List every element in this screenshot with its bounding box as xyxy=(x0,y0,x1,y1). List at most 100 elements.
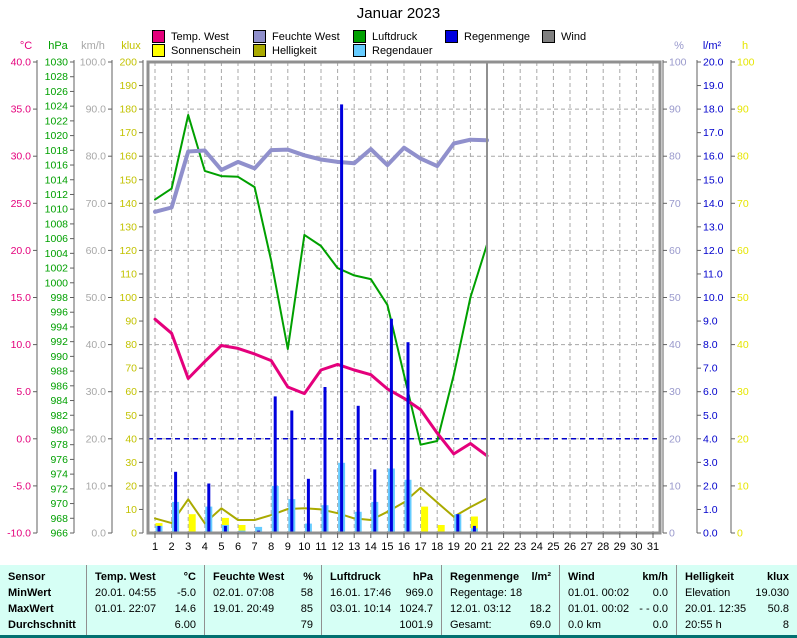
cell-value: 8 xyxy=(782,619,789,631)
axis-tick-label-brightness: 150 xyxy=(119,174,137,186)
legend-item: Wind xyxy=(542,30,586,43)
day-tick-label: 10 xyxy=(298,541,310,553)
table-column-wind: Wind km/h 01.01. 00:02 0.0 01.01. 00:02 - - 0… xyxy=(560,565,677,635)
axis-tick-label-pressure: 974 xyxy=(50,469,68,481)
series-bar-regenmenge xyxy=(157,525,161,533)
series-bar-regenmenge xyxy=(223,525,227,533)
cell-value: 969.0 xyxy=(405,587,433,599)
day-tick-label: 28 xyxy=(597,541,609,553)
axis-tick-label-wind: 50.0 xyxy=(86,292,107,304)
axis-tick-label-pressure: 1030 xyxy=(45,57,69,69)
axis-tick-label-rain: 18.0 xyxy=(703,104,724,116)
cell-timestamp: 0.0 km xyxy=(568,619,602,631)
axis-tick-label-pressure: 998 xyxy=(50,292,68,304)
day-tick-label: 29 xyxy=(614,541,626,553)
axis-tick-label-rain: 6.0 xyxy=(703,386,718,398)
axis-tick-label-humidity: 0 xyxy=(669,528,675,540)
axis-tick-label-brightness: 200 xyxy=(119,57,137,69)
axis-tick-label-brightness: 30 xyxy=(125,457,137,469)
day-tick-label: 26 xyxy=(564,541,576,553)
table-column-header: Luftdruck hPa xyxy=(330,569,433,585)
axis-tick-label-brightness: 70 xyxy=(125,363,137,375)
table-column-header: Regenmenge l/m² xyxy=(450,569,551,585)
cell-timestamp: Elevation xyxy=(685,587,731,599)
cell-value: 85 xyxy=(300,603,313,615)
cell-timestamp: 16.01. 17:46 xyxy=(330,587,392,599)
axis-tick-label-brightness: 100 xyxy=(119,292,137,304)
axis-tick-label-pressure: 966 xyxy=(50,528,68,540)
axis-tick-label-pressure: 1012 xyxy=(45,189,69,201)
table-row: 02.01. 07:08 58 xyxy=(213,585,313,601)
axis-tick-label-rain: 2.0 xyxy=(703,480,718,492)
cell-timestamp: 03.01. 10:14 xyxy=(330,603,392,615)
legend-swatch-helligkeit xyxy=(253,44,266,57)
legend-label: Wind xyxy=(561,30,587,43)
table-row: 03.01. 10:14 1024.7 xyxy=(330,601,433,617)
sensor-stats-table: Sensor MinWert MaxWert Durchschnitt Temp. We… xyxy=(0,565,797,638)
axis-tick-label-rain: 9.0 xyxy=(703,316,718,328)
series-bar-regenmenge xyxy=(373,469,377,533)
axis-tick-label-pressure: 982 xyxy=(50,410,68,422)
series-bar-regenmenge xyxy=(323,387,327,533)
axis-tick-label-rain: 17.0 xyxy=(703,127,724,139)
column-title: Luftdruck xyxy=(330,571,381,583)
cell-timestamp: Regentage: 18 xyxy=(450,587,523,599)
axis-tick-label-pressure: 1000 xyxy=(45,277,69,289)
series-bar-sonnenschein xyxy=(437,525,445,533)
day-tick-label: 13 xyxy=(348,541,360,553)
table-column-temp-west: Temp. West °C 20.01. 04:55 -5.0 01.01. 22:07… xyxy=(87,565,205,635)
axis-tick-label-brightness: 10 xyxy=(125,504,137,516)
axis-unit-label-pressure: hPa xyxy=(48,40,68,52)
axis-tick-label-rain: 15.0 xyxy=(703,174,724,186)
axis-tick-label-humidity: 20 xyxy=(669,433,681,445)
axis-tick-label-brightness: 180 xyxy=(119,104,137,116)
axis-tick-label-rain: 5.0 xyxy=(703,410,718,422)
series-bar-regenmenge xyxy=(340,104,344,534)
legend-swatch-temp-west xyxy=(152,30,165,43)
axis-tick-label-brightness: 80 xyxy=(125,339,137,351)
day-tick-label: 21 xyxy=(481,541,493,553)
axis-tick-label-pressure: 1018 xyxy=(45,145,69,157)
axis-tick-label-temp: 35.0 xyxy=(11,104,32,116)
axis-tick-label-pressure: 1008 xyxy=(45,218,69,230)
axis-tick-label-pressure: 970 xyxy=(50,498,68,510)
axis-tick-label-wind: 40.0 xyxy=(86,339,107,351)
axis-tick-label-hours: 20 xyxy=(737,433,749,445)
axis-tick-label-rain: 11.0 xyxy=(703,268,723,280)
axis-tick-label-pressure: 1006 xyxy=(45,233,69,245)
table-row-label: MaxWert xyxy=(8,603,54,615)
series-bar-sonnenschein xyxy=(238,525,246,533)
series-bar-regendauer xyxy=(255,526,263,533)
table-row: 16.01. 17:46 969.0 xyxy=(330,585,433,601)
axis-tick-label-brightness: 40 xyxy=(125,433,137,445)
column-unit: klux xyxy=(766,571,789,583)
day-tick-label: 12 xyxy=(331,541,343,553)
axis-tick-label-temp: -10.0 xyxy=(7,528,31,540)
legend-swatch-sonnenschein xyxy=(152,44,165,57)
table-column-luftdruck: Luftdruck hPa 16.01. 17:46 969.0 03.01. 10:1… xyxy=(322,565,442,635)
table-row: 12.01. 03:12 18.2 xyxy=(450,601,551,617)
day-tick-label: 5 xyxy=(218,541,224,553)
axis-unit-label-rain: l/m² xyxy=(702,40,722,52)
cell-value: 69.0 xyxy=(529,619,551,631)
axis-tick-label-pressure: 1028 xyxy=(45,71,69,83)
series-bar-regenmenge xyxy=(273,396,277,533)
axis-unit-label-temp: °C xyxy=(19,40,33,52)
table-column-header: Temp. West °C xyxy=(95,569,196,585)
day-tick-label: 17 xyxy=(414,541,426,553)
series-bar-regenmenge xyxy=(306,478,310,533)
axis-tick-label-temp: 20.0 xyxy=(11,245,32,257)
table-row: 19.01. 20:49 85 xyxy=(213,601,313,617)
axis-tick-label-hours: 40 xyxy=(737,339,749,351)
table-column-feuchte-west: Feuchte West% 02.01. 07:08 58 19.01. 20:49 8… xyxy=(205,565,322,635)
axis-tick-label-wind: 30.0 xyxy=(86,386,107,398)
axis-tick-label-pressure: 1016 xyxy=(45,160,69,172)
legend-label: Temp. West xyxy=(171,30,229,43)
table-row: 01.01. 00:02 0.0 xyxy=(568,585,668,601)
table-row: 0.0 km 0.0 xyxy=(568,617,668,633)
axis-tick-label-pressure: 1014 xyxy=(45,174,69,186)
day-tick-label: 20 xyxy=(464,541,476,553)
cell-value: 19.030 xyxy=(755,587,789,599)
cell-timestamp: 19.01. 20:49 xyxy=(213,603,275,615)
